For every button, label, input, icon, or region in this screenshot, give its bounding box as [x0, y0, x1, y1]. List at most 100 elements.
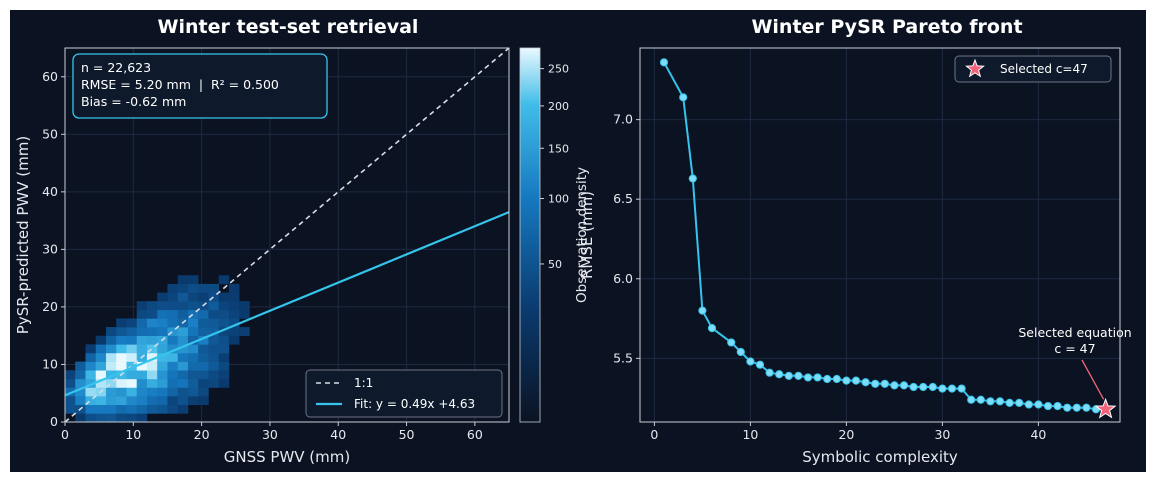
density-cell	[228, 292, 240, 302]
stats-n: n = 22,623	[81, 60, 151, 75]
density-cell	[116, 344, 127, 354]
annotation-line1: Selected equation	[1018, 325, 1131, 340]
density-cell	[167, 292, 179, 302]
pareto-point	[832, 374, 841, 384]
density-cell	[95, 396, 107, 406]
x-tick-label: 60	[467, 427, 483, 442]
density-cell	[187, 396, 199, 406]
density-cell	[105, 335, 117, 345]
density-cell	[167, 352, 179, 362]
pareto-point	[1072, 403, 1081, 412]
density-cell	[95, 352, 107, 362]
density-cell	[136, 301, 148, 311]
x-tick-label: 20	[194, 427, 210, 442]
density-cell	[239, 309, 250, 319]
density-cell	[167, 335, 179, 345]
pareto-point	[861, 378, 870, 387]
density-cell	[187, 275, 199, 285]
colorbar-tick-label: 200	[548, 100, 569, 113]
density-cell	[208, 352, 219, 362]
x-tick-label: 0	[650, 427, 658, 442]
x-tick-label: 30	[934, 427, 950, 442]
density-cell	[116, 387, 127, 397]
x-tick-label: 10	[125, 427, 141, 442]
density-cell	[187, 352, 199, 362]
fit-line	[64, 211, 510, 397]
density-cell	[95, 370, 107, 380]
density-cell	[157, 352, 168, 362]
density-cell	[167, 327, 179, 336]
density-cell	[146, 404, 158, 414]
density-cell	[65, 404, 76, 414]
right-y-axis-label: RMSE (mm)	[578, 191, 596, 279]
x-tick-label: 10	[742, 427, 758, 442]
density-cell	[167, 318, 179, 328]
x-tick-label: 40	[330, 427, 346, 442]
density-cell	[146, 361, 158, 371]
density-cell	[187, 370, 199, 380]
density-cell	[177, 370, 189, 380]
density-cell	[146, 378, 158, 388]
density-cell	[187, 283, 199, 293]
pareto-point	[986, 397, 995, 406]
y-tick-label: 0	[50, 414, 58, 429]
density-cell	[208, 301, 219, 311]
pareto-point	[938, 384, 947, 393]
density-cell	[65, 370, 76, 380]
density-cell	[187, 361, 199, 371]
left-y-axis-label: PySR-predicted PWV (mm)	[14, 136, 32, 334]
density-cell	[116, 404, 127, 414]
density-cell	[75, 361, 86, 371]
right-legend-frame	[954, 55, 1112, 83]
pareto-point	[794, 371, 803, 380]
density-cell	[208, 292, 219, 302]
legend-label-1to1: 1:1	[354, 376, 373, 390]
density-cell	[187, 335, 199, 345]
density-cell	[208, 344, 219, 354]
density-cell	[218, 275, 230, 285]
left-axes-frame	[64, 47, 510, 423]
density-cell	[105, 344, 117, 354]
density-cell	[95, 378, 107, 388]
density-cell	[136, 344, 148, 354]
density-cell	[157, 361, 168, 371]
density-cell	[187, 301, 199, 311]
density-cell	[187, 292, 199, 302]
density-cell	[105, 327, 117, 336]
density-cell	[95, 344, 107, 354]
selected-star-marker	[1094, 397, 1117, 419]
stats-bias: Bias = -0.62 mm	[81, 94, 186, 109]
density-cell	[146, 301, 158, 311]
y-tick-label: 40	[42, 184, 58, 199]
y-tick-label: 20	[42, 299, 58, 314]
density-cell	[146, 387, 158, 397]
density-cell	[126, 335, 138, 345]
density-cell	[218, 318, 230, 328]
density-cell	[157, 292, 168, 302]
density-cell	[126, 387, 138, 397]
density-cell	[146, 318, 158, 328]
density-cell	[65, 396, 76, 406]
colorbar-label: Observation density	[574, 167, 590, 303]
density-heatmap	[65, 275, 250, 423]
density-cell	[136, 335, 148, 345]
density-cell	[167, 396, 179, 406]
left-y-ticks: 0 10 20 30 40 50 60	[42, 69, 65, 429]
x-tick-label: 0	[61, 427, 69, 442]
density-cell	[239, 327, 250, 336]
density-cell	[157, 344, 168, 354]
density-cell	[146, 327, 158, 336]
right-panel: Winter PySR Pareto front Selected equati…	[578, 16, 1132, 466]
right-axes-frame	[639, 47, 1121, 423]
pareto-point	[1082, 403, 1091, 412]
right-x-ticks: 0 10 20 30 40	[650, 422, 1046, 442]
density-cell	[126, 370, 138, 380]
density-cell	[126, 327, 138, 336]
density-cell	[177, 396, 189, 406]
density-cell	[198, 396, 209, 406]
density-cell	[177, 404, 189, 414]
density-cell	[116, 413, 127, 423]
density-cell	[198, 378, 209, 388]
pareto-point	[823, 374, 832, 384]
density-cell	[239, 301, 250, 311]
